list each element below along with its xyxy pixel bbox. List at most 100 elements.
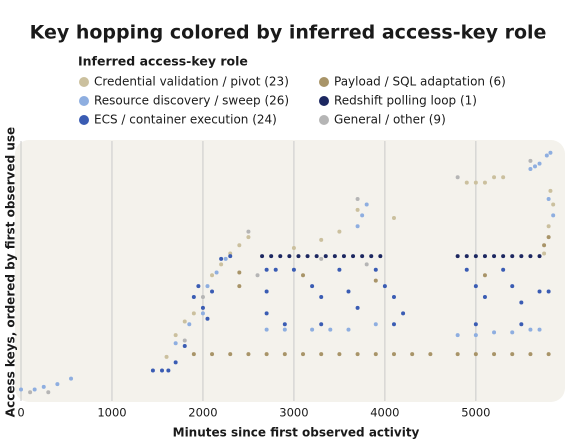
point xyxy=(269,254,274,259)
point xyxy=(264,311,269,316)
legend-swatch xyxy=(319,115,329,125)
legend-label: General / other (9) xyxy=(334,113,446,127)
point xyxy=(200,311,205,316)
point xyxy=(351,254,356,259)
point xyxy=(260,254,265,259)
legend-label: Payload / SQL adaptation (6) xyxy=(334,75,506,89)
point xyxy=(482,180,487,185)
point xyxy=(310,327,315,332)
point xyxy=(166,368,171,373)
point xyxy=(464,180,469,185)
point xyxy=(482,273,487,278)
point xyxy=(355,197,360,201)
point xyxy=(542,251,547,256)
point xyxy=(455,175,460,180)
point xyxy=(337,267,342,272)
x-tick-label: 2000 xyxy=(188,406,217,420)
chart-title: Key hopping colored by inferred access-k… xyxy=(30,22,547,44)
point xyxy=(455,333,460,338)
point xyxy=(210,352,215,357)
point xyxy=(301,352,306,357)
point xyxy=(228,254,233,259)
point xyxy=(228,352,233,357)
point xyxy=(551,213,556,218)
point xyxy=(323,254,328,259)
point xyxy=(546,289,551,294)
point xyxy=(282,322,287,327)
point xyxy=(164,354,169,359)
point xyxy=(337,352,342,357)
point xyxy=(210,289,215,294)
point xyxy=(546,352,551,357)
legend-label: Resource discovery / sweep (26) xyxy=(94,94,289,108)
point xyxy=(205,284,210,289)
point xyxy=(382,284,387,289)
point xyxy=(355,305,360,310)
point xyxy=(537,254,542,259)
point xyxy=(246,352,251,357)
point xyxy=(355,207,360,212)
plot-panel xyxy=(15,140,565,402)
point xyxy=(519,322,524,327)
point xyxy=(473,352,478,357)
point xyxy=(373,267,378,272)
point xyxy=(282,327,287,332)
point xyxy=(391,352,396,357)
point xyxy=(319,322,324,327)
legend-swatch xyxy=(79,96,89,106)
point xyxy=(401,311,406,316)
point xyxy=(28,390,33,395)
point xyxy=(373,322,378,327)
legend-swatch xyxy=(79,77,89,87)
point xyxy=(214,270,219,275)
point xyxy=(328,327,333,332)
point xyxy=(273,267,278,272)
point xyxy=(182,344,187,348)
point xyxy=(246,229,251,234)
point xyxy=(546,197,551,201)
point xyxy=(191,311,196,316)
point xyxy=(173,333,178,338)
point xyxy=(546,235,551,240)
point xyxy=(355,352,360,357)
point xyxy=(473,322,478,327)
point xyxy=(223,256,228,261)
point xyxy=(548,188,553,193)
point xyxy=(455,352,460,357)
point xyxy=(237,284,242,289)
point xyxy=(291,267,296,272)
point xyxy=(182,338,187,343)
legend-label: Credential validation / pivot (23) xyxy=(94,75,289,89)
point xyxy=(473,180,478,185)
point xyxy=(537,289,542,294)
point xyxy=(510,284,515,289)
legend-label: ECS / container execution (24) xyxy=(94,113,277,127)
point xyxy=(473,333,478,338)
point xyxy=(237,243,242,248)
legend-swatch xyxy=(79,115,89,125)
legend-label: Redshift polling loop (1) xyxy=(334,94,477,108)
point xyxy=(191,352,196,357)
point xyxy=(544,153,549,158)
point xyxy=(46,390,51,395)
point xyxy=(205,316,210,321)
point xyxy=(355,224,360,229)
point xyxy=(291,246,296,250)
point xyxy=(255,273,260,278)
point xyxy=(19,387,24,392)
point xyxy=(537,327,542,332)
point xyxy=(364,262,369,267)
point xyxy=(160,368,165,373)
point xyxy=(264,267,269,272)
point xyxy=(346,289,351,294)
point xyxy=(319,237,324,242)
point xyxy=(391,322,396,327)
x-tick-label: 1000 xyxy=(97,406,126,420)
point xyxy=(191,295,196,299)
point xyxy=(341,254,346,259)
point xyxy=(373,352,378,357)
point xyxy=(455,254,460,259)
point xyxy=(196,284,201,289)
